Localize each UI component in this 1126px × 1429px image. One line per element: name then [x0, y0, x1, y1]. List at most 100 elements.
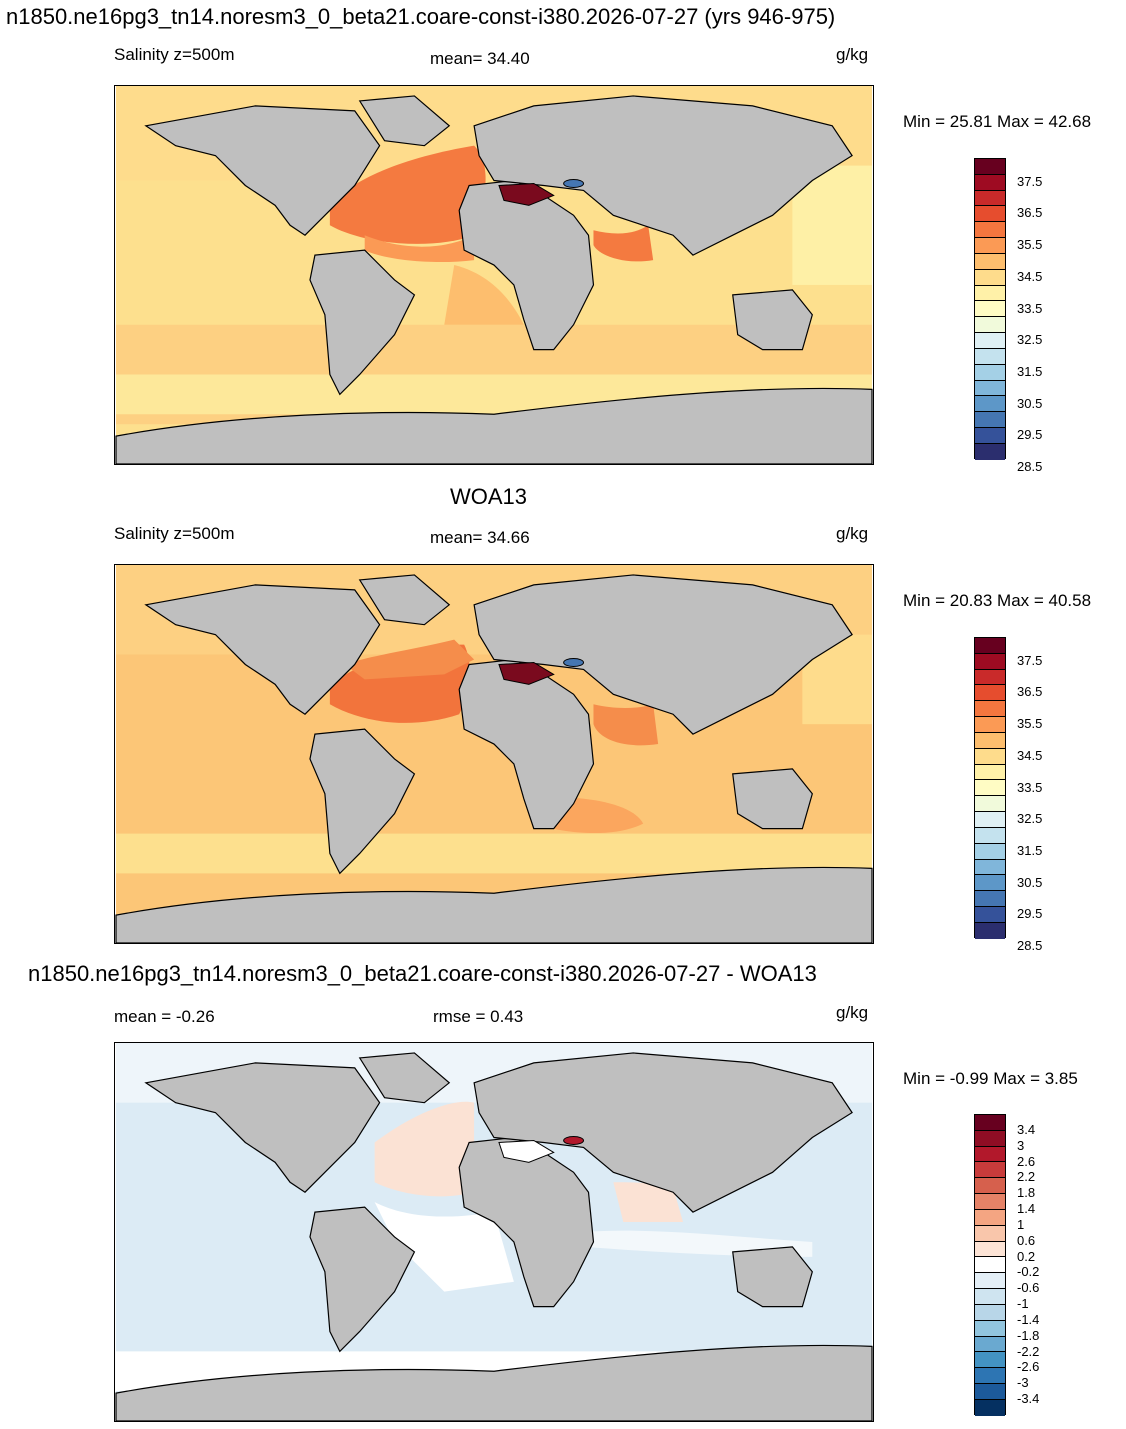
colorbar-tick-label: 1	[1017, 1216, 1025, 1232]
south-america	[309, 1206, 416, 1353]
colorbar-swatch	[975, 748, 1005, 765]
colorbar-swatch	[975, 285, 1005, 302]
panel1-left-label: Salinity z=500m	[114, 45, 235, 64]
africa	[458, 179, 595, 351]
colorbar-swatch	[975, 1162, 1005, 1179]
colorbar-tick-label: -1.4	[1017, 1311, 1040, 1327]
greenland	[358, 95, 451, 147]
colorbar-swatch	[975, 301, 1005, 318]
colorbar-swatch	[975, 669, 1005, 686]
colorbar-tick-label: -2.2	[1017, 1343, 1040, 1359]
colorbar-swatch	[975, 1289, 1005, 1305]
panel1-minmax: Min = 25.81 Max = 42.68	[903, 112, 1092, 131]
colorbar-tick-label: -3.4	[1017, 1391, 1040, 1407]
colorbar-swatch	[975, 174, 1005, 191]
atlantic-warm-bias	[374, 1101, 475, 1197]
colorbar-tick-label: 29.5	[1017, 906, 1043, 922]
colorbar-swatch	[975, 732, 1005, 749]
colorbar-tick-label: -0.6	[1017, 1280, 1040, 1296]
africa	[458, 1136, 595, 1308]
colorbar-tick-label: -3	[1017, 1375, 1029, 1391]
south-atlantic	[444, 265, 524, 325]
north-america	[144, 584, 381, 715]
colorbar-tick-label: 32.5	[1017, 332, 1043, 348]
colorbar-swatch	[975, 348, 1005, 365]
colorbar-swatch	[975, 1241, 1005, 1258]
africa	[458, 658, 595, 830]
figure-title: n1850.ne16pg3_tn14.noresm3_0_beta21.coar…	[6, 4, 836, 29]
colorbar-tick-label: 31.5	[1017, 363, 1043, 379]
mediterranean-sea	[498, 1139, 555, 1163]
colorbar-swatch	[975, 1273, 1005, 1290]
colorbar-tick-label: 31.5	[1017, 842, 1043, 858]
panel1-mean-label: mean= 34.40	[430, 49, 530, 68]
antarctica	[115, 866, 873, 943]
colorbar-swatch	[975, 1194, 1005, 1210]
southern-fresh-band	[116, 833, 872, 874]
tropical-atlantic-neutral	[374, 1202, 514, 1292]
colorbar-swatch	[975, 428, 1005, 444]
colorbar-tick-label: 35.5	[1017, 716, 1043, 732]
colorbar-tick-label: 30.5	[1017, 395, 1043, 411]
colorbar-swatch	[975, 717, 1005, 733]
colorbar-swatch	[975, 1352, 1005, 1369]
antarctica	[115, 1344, 873, 1421]
australia	[732, 768, 813, 830]
colorbar-swatch	[975, 269, 1005, 286]
colorbar-swatch	[975, 1130, 1005, 1147]
greenland	[358, 1052, 451, 1104]
colorbar-tick-label: 37.5	[1017, 173, 1043, 189]
colorbar-swatch	[975, 238, 1005, 254]
continents	[115, 574, 873, 943]
colorbar-swatch	[975, 317, 1005, 334]
panel1-units: g/kg	[836, 45, 869, 64]
arabian-sea-salty	[593, 225, 654, 262]
colorbar-tick-label: 29.5	[1017, 427, 1043, 443]
colorbar-swatch	[975, 827, 1005, 844]
colorbar-swatch	[975, 875, 1005, 892]
colorbar-swatch	[975, 764, 1005, 781]
atlantic-outer	[364, 235, 475, 263]
panel3-minmax: Min = -0.99 Max = 3.85	[903, 1069, 1078, 1088]
colorbar-tick-label: 1.4	[1017, 1201, 1036, 1217]
colorbar-swatch	[975, 190, 1005, 207]
colorbar-tick-label: 36.5	[1017, 205, 1043, 221]
panel3-rmse-label: rmse = 0.43	[433, 1007, 524, 1026]
colorbar-tick-label: -2.6	[1017, 1359, 1040, 1375]
map-diff-svg	[115, 1043, 873, 1421]
australia	[732, 289, 813, 351]
map-obs-svg	[115, 565, 873, 943]
colorbar-tick-label: 36.5	[1017, 684, 1043, 700]
colorbar-tick-label: 33.5	[1017, 779, 1043, 795]
colorbar-tick-label: -1	[1017, 1296, 1029, 1312]
black-sea	[563, 179, 585, 188]
colorbar-tick-label: 3	[1017, 1137, 1025, 1153]
colorbar-tick-label: 2.2	[1017, 1169, 1036, 1185]
continents	[115, 95, 873, 464]
panel2-mean-label: mean= 34.66	[430, 528, 530, 547]
black-sea	[563, 658, 585, 667]
colorbar-swatch	[975, 1320, 1005, 1337]
arabian-sea	[593, 704, 659, 746]
arabian-warm-bias	[613, 1182, 683, 1223]
colorbar-tick-label: -0.2	[1017, 1264, 1040, 1280]
colorbar-swatch	[975, 412, 1005, 429]
colorbar-swatch	[975, 653, 1005, 670]
colorbar-swatch	[975, 796, 1005, 813]
black-sea	[563, 1136, 585, 1145]
map-panel-model	[114, 85, 874, 465]
colorbar-swatch	[975, 1368, 1005, 1385]
colorbar-swatch	[975, 333, 1005, 349]
mediterranean-sea	[498, 661, 555, 685]
map-panel-obs	[114, 564, 874, 944]
colorbar-tick-label: -1.8	[1017, 1327, 1040, 1343]
colorbar-swatch	[975, 1304, 1005, 1321]
atlantic-outer	[344, 639, 475, 680]
colorbar-swatch	[975, 922, 1005, 939]
colorbar-tick-label: 0.2	[1017, 1248, 1036, 1264]
colorbar-swatch	[975, 159, 1005, 175]
colorbar-swatch	[975, 780, 1005, 797]
colorbar-swatch	[975, 1257, 1005, 1274]
mediterranean-sea	[498, 182, 555, 206]
colorbar-tick-label: 1.8	[1017, 1185, 1036, 1201]
